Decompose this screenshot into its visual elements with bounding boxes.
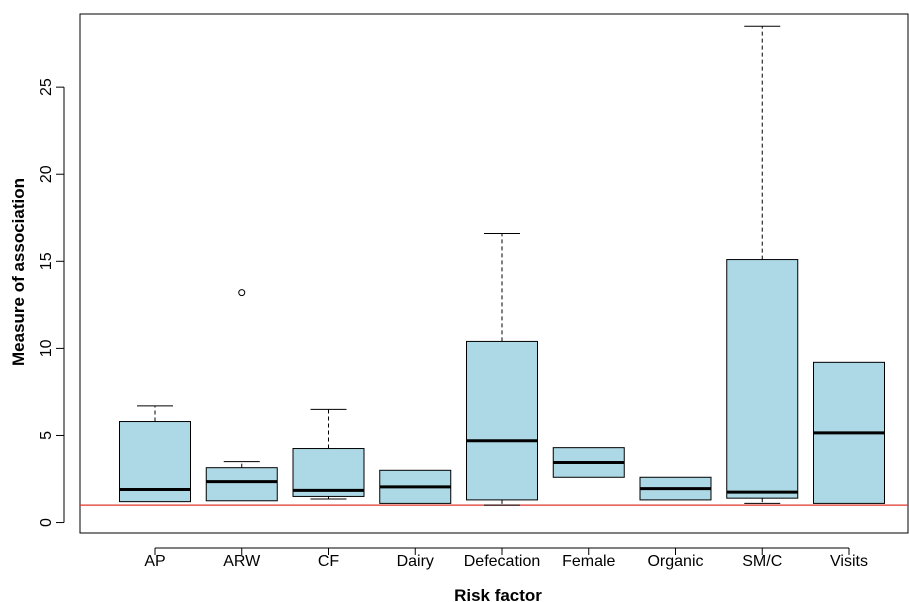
box-group-sm-c <box>726 25 799 504</box>
box-group-organic <box>639 476 712 501</box>
outlier-point <box>238 289 246 297</box>
x-tick-label: CF <box>318 553 340 570</box>
box-group-dairy <box>379 469 452 504</box>
x-tick-label: Female <box>562 553 615 570</box>
box <box>726 259 799 499</box>
box <box>292 448 365 497</box>
box-group-arw <box>205 289 278 502</box>
box <box>205 467 278 502</box>
y-tick-label: 20 <box>38 165 55 183</box>
x-tick-label: AP <box>144 553 165 570</box>
box-group-female <box>552 447 625 478</box>
x-tick-label: Defecation <box>464 553 541 570</box>
box-group-visits <box>813 361 885 504</box>
y-tick-label: 25 <box>38 78 55 96</box>
x-tick-label: Dairy <box>397 553 434 570</box>
box-group-defecation <box>466 232 538 506</box>
x-tick-label: SM/C <box>742 553 782 570</box>
y-tick-label: 15 <box>38 252 55 270</box>
y-tick-label: 0 <box>38 518 55 527</box>
y-tick-label: 10 <box>38 339 55 357</box>
x-tick-label: ARW <box>223 553 261 570</box>
x-axis-title: Risk factor <box>454 586 542 602</box>
x-tick-label: Visits <box>830 553 868 570</box>
x-tick-label: Organic <box>647 553 703 570</box>
box-group-ap <box>119 405 191 503</box>
box-group-cf <box>292 408 365 500</box>
y-tick-label: 5 <box>38 431 55 440</box>
y-axis-title: Measure of association <box>9 178 28 366</box>
box <box>466 340 538 501</box>
plot-border <box>79 13 909 534</box>
